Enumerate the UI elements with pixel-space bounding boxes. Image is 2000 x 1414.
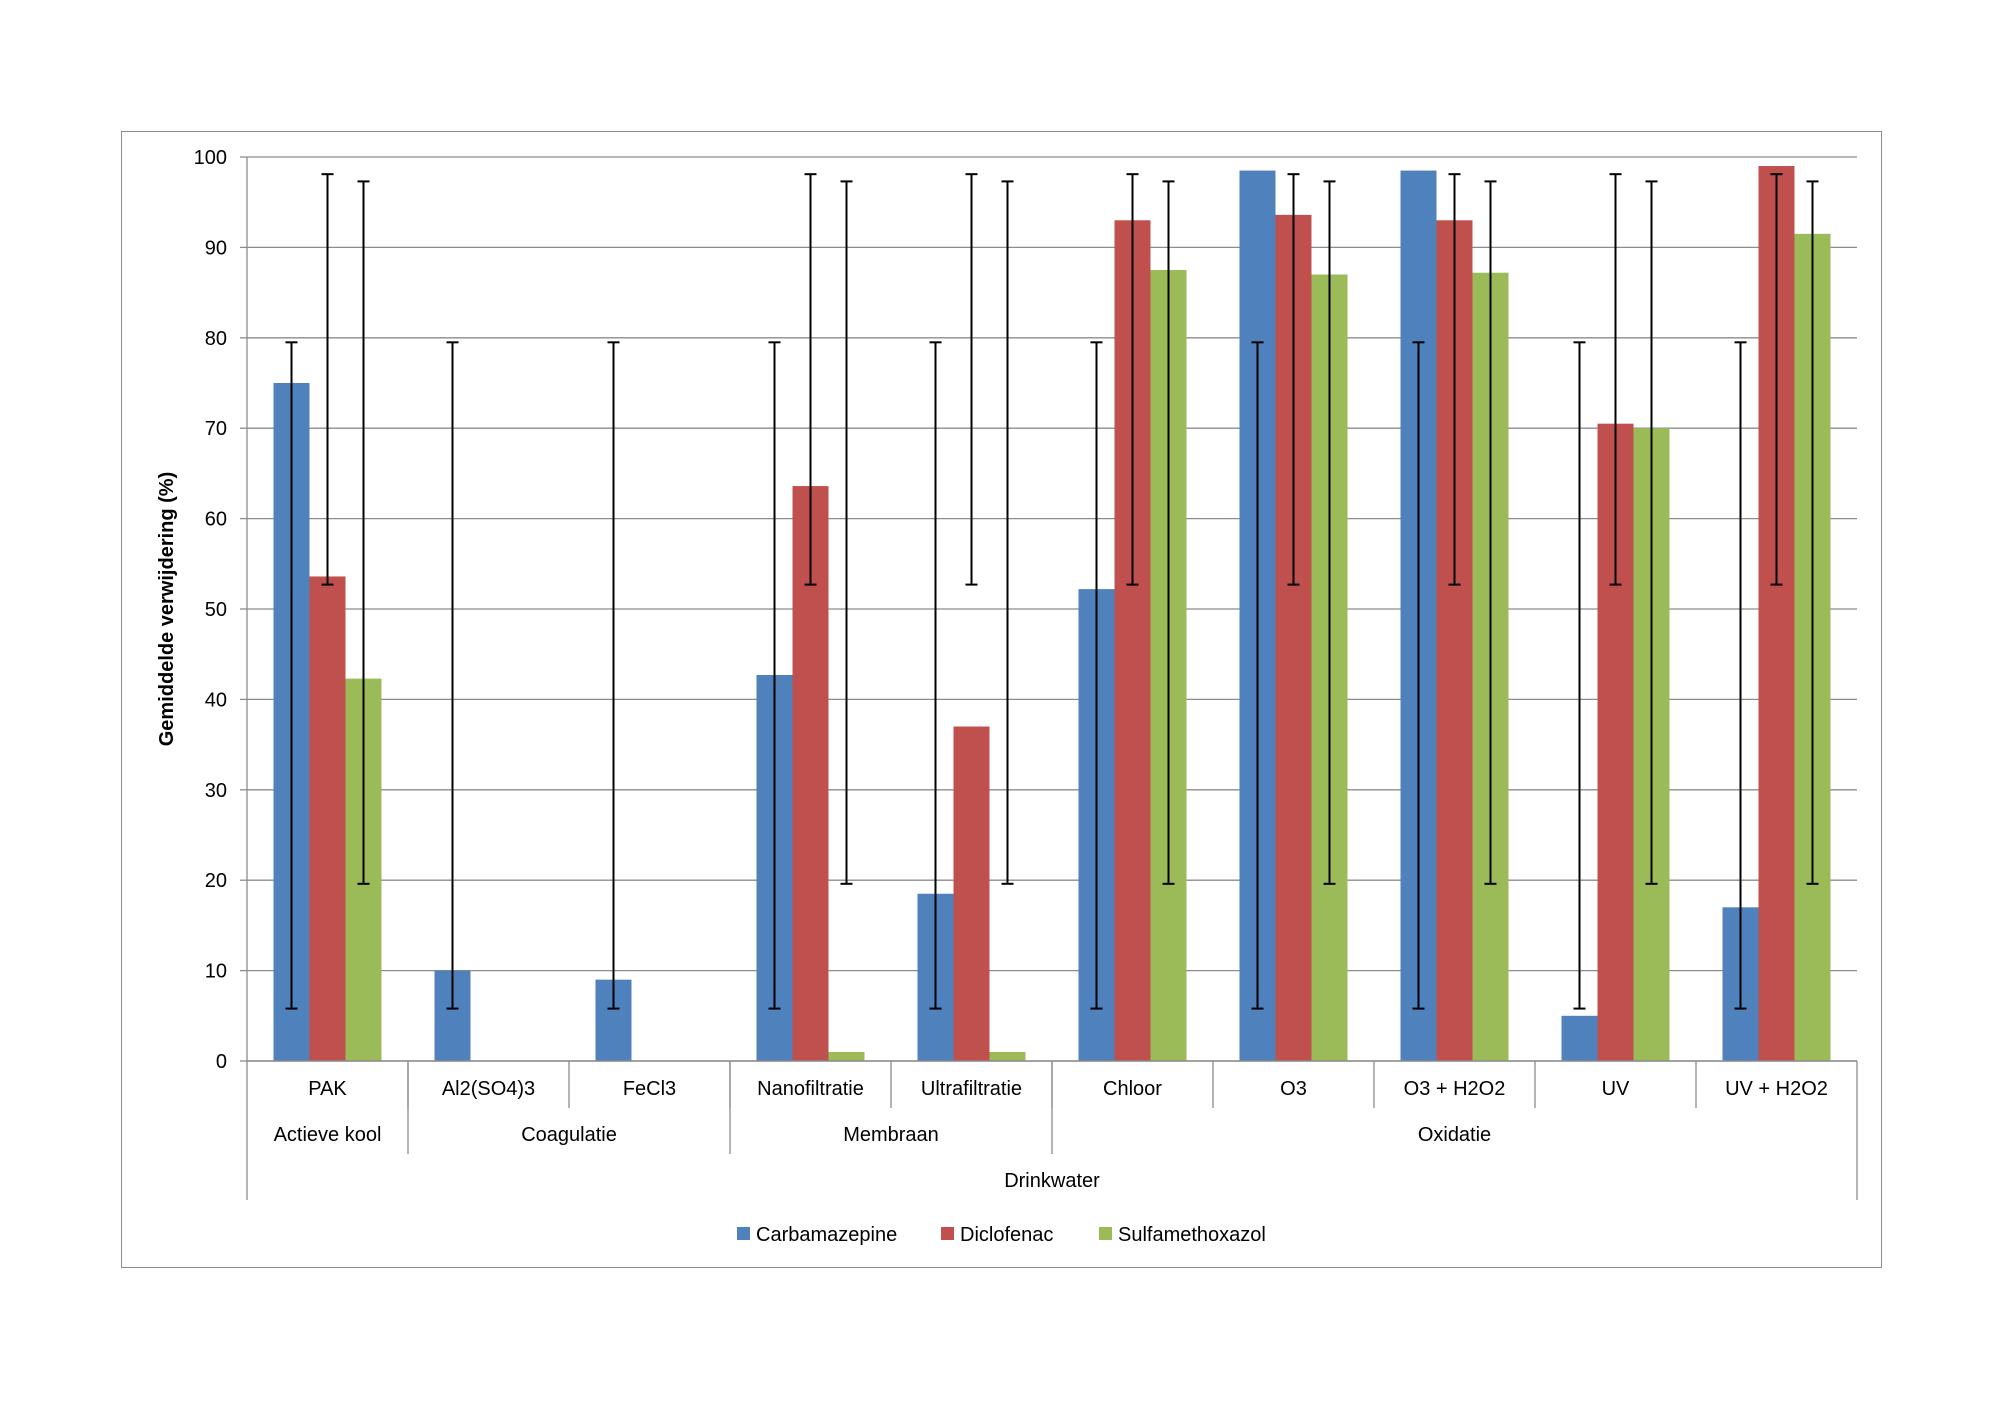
legend-swatch-3 [1099, 1227, 1112, 1240]
bar-1-9 [1561, 1015, 1598, 1061]
group-label-4: Oxidatie [1418, 1124, 1491, 1146]
group-label-2: Coagulatie [521, 1124, 617, 1146]
category-label-6: Chloor [1103, 1078, 1162, 1100]
bar-3-4 [828, 1051, 865, 1061]
y-tick-label-60: 60 [205, 509, 227, 531]
y-axis-title: Gemiddelde verwijdering (%) [156, 472, 178, 747]
y-tick-label-50: 50 [205, 599, 227, 621]
bar-2-1 [309, 576, 346, 1061]
category-label-9: UV [1602, 1078, 1630, 1100]
category-label-7: O3 [1280, 1078, 1307, 1100]
group-label-1: Actieve kool [274, 1124, 382, 1146]
category-label-5: Ultrafiltratie [921, 1078, 1022, 1100]
category-label-2: Al2(SO4)3 [442, 1078, 535, 1100]
category-label-4: Nanofiltratie [757, 1078, 864, 1100]
category-label-3: FeCl3 [623, 1078, 676, 1100]
category-label-1: PAK [308, 1078, 347, 1100]
legend-swatch-1 [737, 1227, 750, 1240]
outer-group-label: Drinkwater [1004, 1170, 1100, 1192]
legend-label-3: Sulfamethoxazol [1118, 1224, 1266, 1246]
legend-label-2: Diclofenac [960, 1224, 1053, 1246]
y-tick-label-20: 20 [205, 870, 227, 892]
y-tick-label-90: 90 [205, 237, 227, 259]
y-tick-label-10: 10 [205, 961, 227, 983]
y-tick-label-0: 0 [216, 1051, 227, 1073]
bar-3-5 [989, 1051, 1026, 1061]
legend-label-1: Carbamazepine [756, 1224, 897, 1246]
y-tick-label-100: 100 [194, 147, 227, 169]
category-label-10: UV + H2O2 [1725, 1078, 1828, 1100]
y-tick-label-40: 40 [205, 689, 227, 711]
y-tick-label-30: 30 [205, 780, 227, 802]
group-label-3: Membraan [843, 1124, 939, 1146]
legend-swatch-2 [941, 1227, 954, 1240]
y-tick-label-80: 80 [205, 328, 227, 350]
category-label-8: O3 + H2O2 [1404, 1078, 1506, 1100]
bar-2-5 [953, 726, 990, 1061]
y-tick-label-70: 70 [205, 418, 227, 440]
